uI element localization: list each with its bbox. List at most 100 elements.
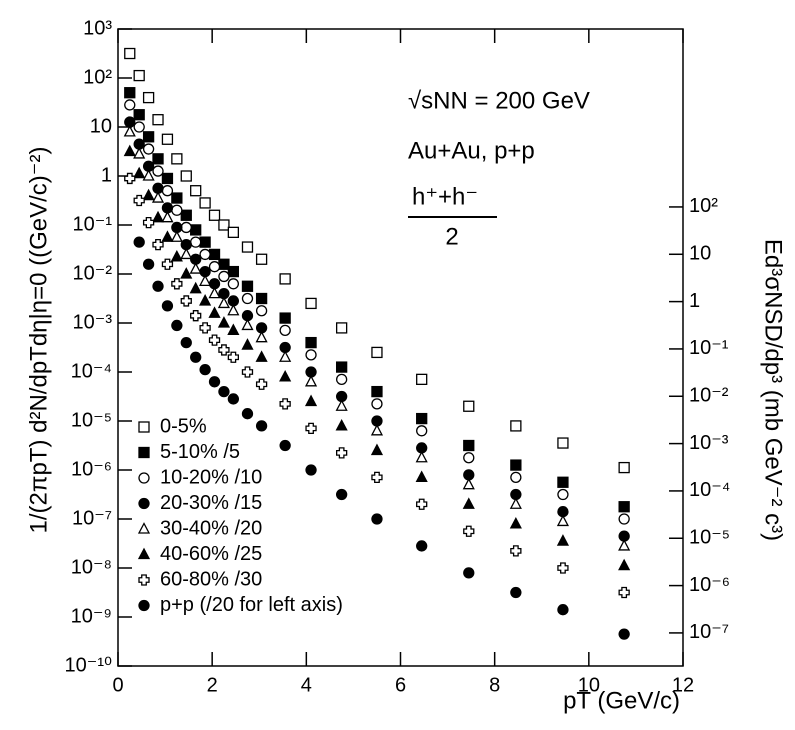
marker — [255, 420, 268, 432]
marker — [241, 241, 254, 253]
legend-marker — [137, 522, 151, 534]
marker — [510, 420, 522, 432]
marker — [255, 253, 268, 265]
marker — [305, 422, 317, 434]
marker — [152, 280, 164, 292]
x-tick-label: 0 — [112, 674, 123, 696]
marker — [133, 236, 145, 248]
marker — [199, 322, 211, 334]
y2-tick-label: 10⁻² — [689, 385, 729, 407]
marker — [335, 373, 348, 385]
y-tick-label: 10⁻⁴ — [71, 360, 112, 382]
marker — [618, 501, 630, 513]
marker — [557, 476, 569, 488]
marker — [463, 452, 475, 464]
legend-marker — [138, 472, 150, 484]
marker — [255, 305, 268, 317]
legend-label: 5-10% /5 — [160, 441, 240, 463]
marker — [142, 216, 155, 229]
marker — [618, 461, 630, 474]
y-tick-label: 10 — [90, 115, 112, 137]
marker — [199, 248, 211, 261]
marker — [415, 450, 428, 463]
marker — [161, 133, 174, 145]
marker — [618, 628, 630, 640]
marker — [133, 147, 146, 159]
marker — [618, 513, 630, 525]
marker — [218, 385, 230, 398]
marker — [371, 398, 383, 410]
marker — [463, 525, 475, 537]
marker — [255, 292, 268, 305]
marker — [199, 294, 212, 306]
legend-label: 60-80% /30 — [160, 568, 262, 590]
marker — [416, 498, 428, 510]
marker — [618, 586, 630, 599]
marker — [371, 385, 383, 398]
marker — [463, 567, 475, 579]
y-axis-label: 1/(2πpT) d²N/dpTdη|η=0 ((GeV/c)⁻²) — [25, 147, 52, 534]
y2-tick-label: 1 — [689, 290, 700, 312]
marker — [279, 439, 291, 452]
marker — [227, 278, 240, 290]
legend-marker — [137, 547, 151, 560]
marker — [618, 558, 631, 571]
marker — [151, 210, 165, 223]
marker — [557, 562, 569, 574]
marker — [557, 488, 569, 501]
marker — [161, 185, 174, 197]
marker — [305, 464, 317, 476]
marker — [171, 278, 183, 290]
marker — [415, 470, 428, 482]
legend-label: 0-5% — [160, 415, 207, 437]
marker — [190, 310, 202, 322]
marker — [190, 224, 202, 236]
marker — [180, 170, 192, 182]
marker — [180, 221, 192, 234]
marker — [124, 99, 136, 111]
marker — [279, 312, 291, 324]
marker — [217, 316, 231, 328]
marker — [227, 226, 240, 238]
y-tick-label: 10⁻⁵ — [71, 409, 112, 431]
marker — [241, 408, 254, 420]
marker — [218, 258, 230, 270]
marker — [227, 303, 240, 316]
marker — [241, 338, 254, 350]
marker — [190, 351, 202, 363]
marker — [171, 153, 183, 165]
marker — [509, 517, 522, 529]
marker — [416, 412, 428, 425]
marker — [161, 230, 174, 242]
marker — [171, 319, 183, 332]
marker — [279, 324, 291, 336]
y-tick-label: 10² — [83, 66, 112, 88]
marker — [161, 300, 174, 312]
marker — [171, 192, 183, 204]
marker — [227, 351, 240, 363]
marker — [305, 336, 317, 349]
annotation: h⁺+h⁻ — [412, 183, 478, 210]
y-tick-label: 10⁻¹ — [73, 213, 113, 235]
marker — [142, 169, 155, 181]
marker — [152, 114, 164, 126]
y2-tick-label: 10⁻⁵ — [689, 527, 730, 549]
marker — [142, 188, 155, 201]
legend-label: 10-20% /10 — [160, 466, 262, 488]
marker — [171, 204, 183, 216]
marker — [142, 131, 155, 143]
marker — [133, 109, 145, 121]
marker — [199, 197, 211, 209]
legend-label: 20-30% /15 — [160, 492, 262, 514]
y-tick-label: 10³ — [83, 17, 112, 39]
marker — [199, 363, 211, 376]
legend-label: 40-60% /25 — [160, 543, 262, 565]
y2-tick-label: 10⁻⁶ — [689, 574, 730, 596]
x-tick-label: 4 — [301, 674, 312, 696]
y-tick-label: 1 — [101, 164, 112, 186]
marker — [124, 47, 136, 60]
marker — [305, 297, 317, 310]
marker — [241, 366, 254, 378]
marker — [255, 378, 268, 390]
y2-axis-label: Ed³σNSD/dp³ (mb GeV⁻² c³) — [760, 239, 787, 541]
